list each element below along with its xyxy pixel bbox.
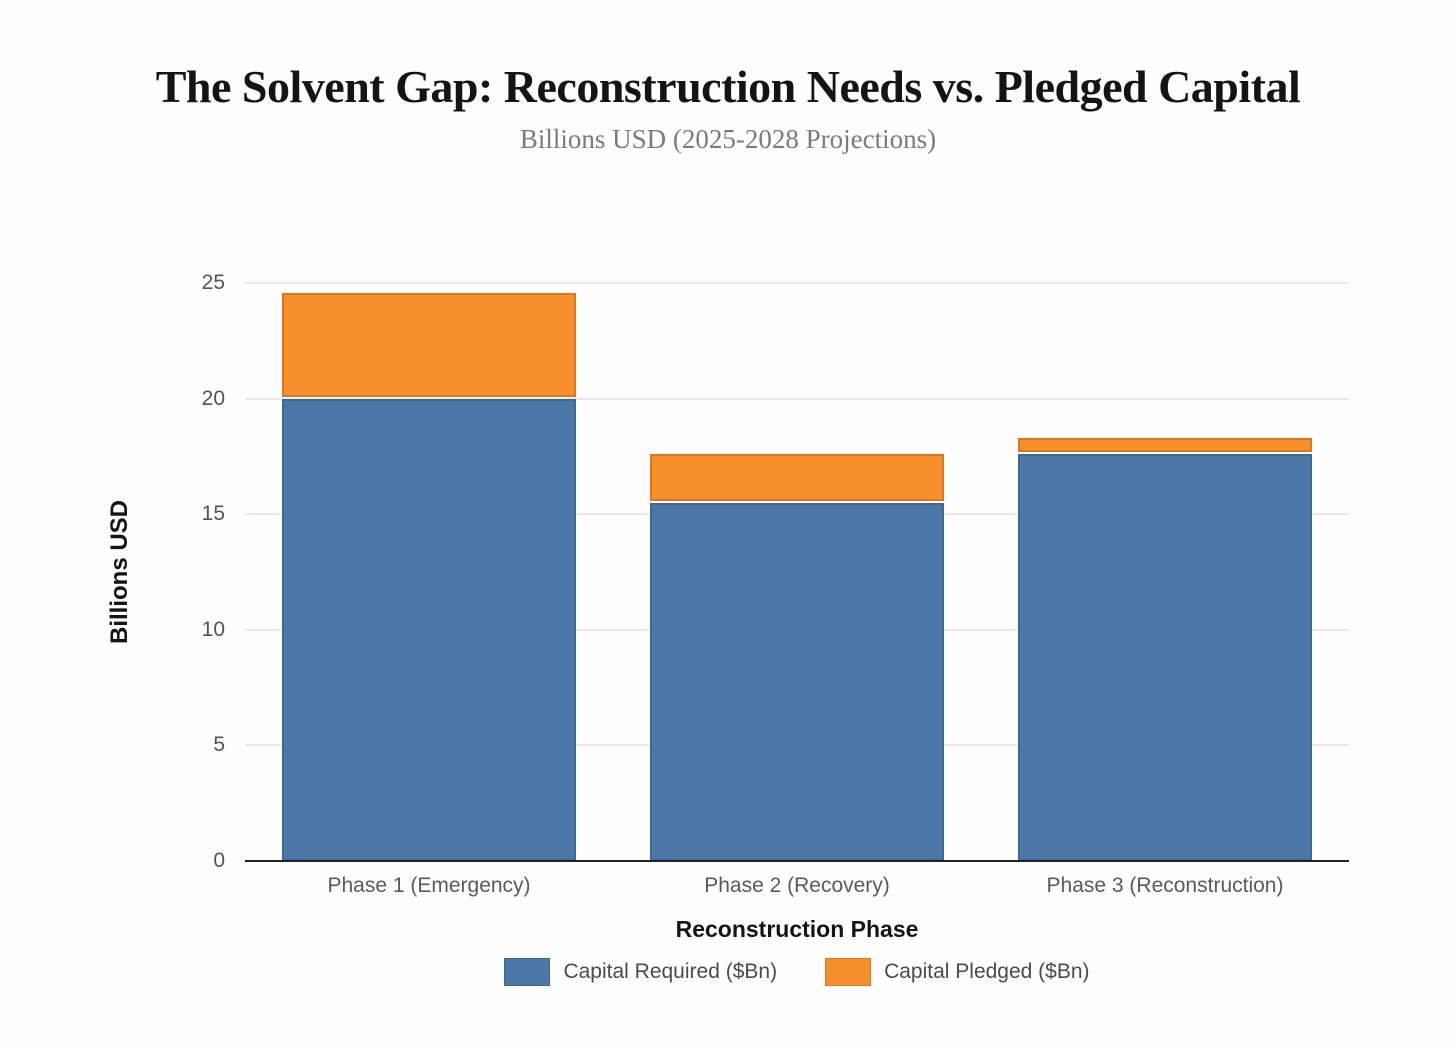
bar-segment-required (650, 502, 944, 861)
y-tick-label: 20 (201, 386, 225, 410)
chart-subtitle: Billions USD (2025-2028 Projections) (519, 124, 937, 154)
bar-segment-required (1018, 454, 1312, 861)
legend-label: Capital Pledged ($Bn) (884, 960, 1090, 983)
y-tick-label: 10 (201, 617, 225, 641)
legend: Capital Required ($Bn) Capital Pledged ($… (245, 958, 1349, 986)
bar-segment-pledged (282, 292, 576, 397)
legend-swatch-pledged (825, 958, 872, 986)
y-tick-label: 0 (213, 849, 225, 872)
bar-segment-pledged (650, 454, 944, 501)
bar-segment-required (282, 398, 576, 861)
legend-label: Capital Required ($Bn) (563, 960, 778, 983)
y-axis-title: Billions USD (106, 499, 133, 645)
chart-title: The Solvent Gap: Reconstruction Needs vs… (155, 61, 1301, 112)
y-tick-label: 5 (213, 733, 225, 757)
x-axis-title: Reconstruction Phase (675, 916, 919, 942)
x-tick-label: Phase 3 (Reconstruction) (1046, 874, 1284, 897)
x-axis-line (245, 860, 1349, 862)
y-tick-label: 25 (201, 271, 225, 294)
legend-item-pledged: Capital Pledged ($Bn) (825, 958, 1090, 986)
gridline (245, 282, 1349, 284)
plot-area: 0 5 10 15 20 25 Phase 1 (Emergency) Phase 2 (Re… (202, 271, 1349, 897)
y-tick-label: 15 (201, 502, 225, 526)
legend-item-required: Capital Required ($Bn) (504, 958, 777, 986)
bar-segment-pledged (1018, 438, 1312, 453)
gridline (245, 397, 1349, 400)
x-tick-label: Phase 2 (Recovery) (704, 874, 890, 897)
x-tick-label: Phase 1 (Emergency) (327, 874, 531, 897)
legend-swatch-required (504, 958, 551, 986)
